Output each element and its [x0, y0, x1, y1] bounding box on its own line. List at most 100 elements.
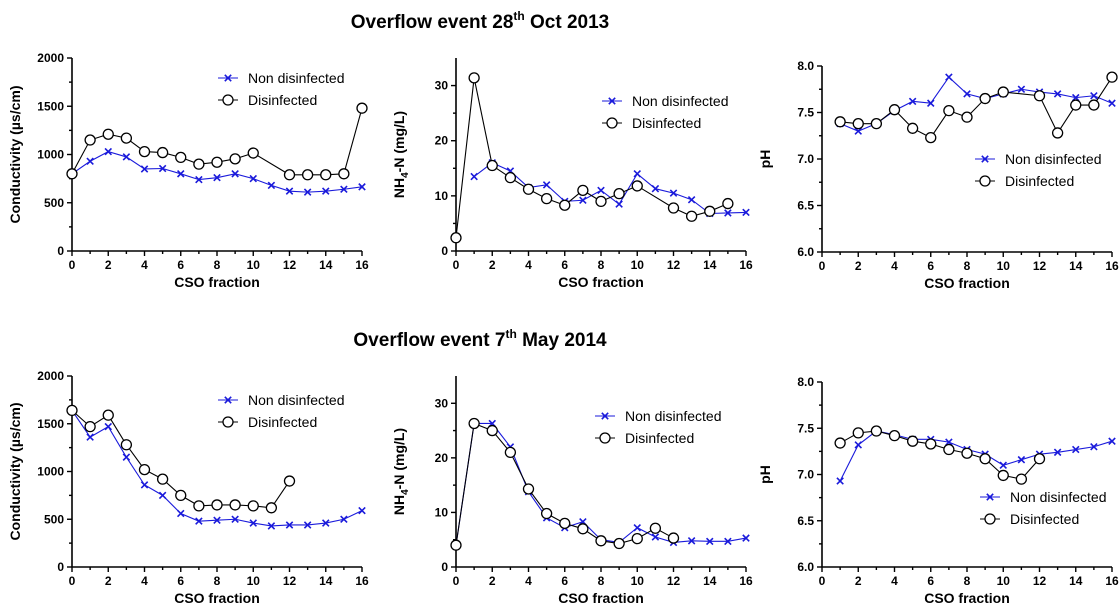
chart-panel-3: 0 2 4 6 8 10 12 14 16 6.0 6.5 7.0 7.5 8.0 CSO fraction… [757, 59, 1119, 291]
x-tick-label: 8 [598, 574, 605, 588]
y-tick-label: 6.5 [797, 514, 814, 528]
y-tick-label: 1000 [37, 465, 64, 479]
x-tick-label: 4 [141, 574, 148, 588]
data-point [687, 537, 696, 545]
data-point [104, 147, 113, 156]
data-point [631, 180, 643, 192]
data-point [504, 172, 517, 184]
legend-label: Disinfected [1010, 511, 1079, 527]
data-point [486, 424, 498, 437]
event-title-bottom: Overflow event 7th May 2014 [353, 327, 607, 351]
data-point [908, 97, 917, 106]
y-tick-label: 0 [441, 560, 448, 574]
data-point [156, 146, 169, 159]
data-point [265, 502, 278, 514]
x-tick-label: 0 [453, 574, 460, 588]
data-point [613, 188, 625, 200]
y-tick-label: 7.5 [797, 106, 814, 120]
data-point [285, 187, 294, 195]
data-point [906, 435, 919, 447]
data-point [247, 500, 259, 512]
data-point [1033, 90, 1046, 102]
data-point [669, 189, 678, 197]
x-tick-label: 14 [319, 258, 333, 272]
data-point [120, 132, 133, 144]
x-tick-label: 8 [598, 258, 605, 272]
data-point [249, 174, 258, 183]
series-disinfected [66, 404, 296, 514]
data-point [229, 499, 241, 511]
y-tick-label: 6.0 [797, 560, 814, 574]
data-point [66, 404, 78, 417]
data-point [283, 169, 296, 181]
x-tick-label: 8 [964, 574, 971, 588]
data-point [1033, 453, 1046, 465]
data-point [979, 453, 991, 465]
legend-marker [224, 396, 232, 404]
title-top-suffix: Oct 2013 [525, 12, 610, 33]
data-point [156, 473, 169, 485]
legend-label: Disinfected [1005, 173, 1074, 189]
x-tick-label: 10 [997, 574, 1011, 588]
data-point [722, 197, 734, 210]
data-point [925, 131, 937, 144]
x-tick-label: 0 [819, 574, 826, 588]
data-point [854, 127, 863, 135]
series-non-disinfected [68, 147, 366, 196]
y-tick-label: 30 [435, 396, 449, 410]
y-tick-label: 0 [57, 244, 64, 258]
data-point [320, 169, 332, 181]
legend: Non disinfected Disinfected [980, 489, 1107, 527]
data-point [667, 532, 680, 544]
legend-label: Disinfected [632, 115, 701, 131]
x-tick-label: 14 [703, 574, 717, 588]
legend-label: Disinfected [248, 414, 317, 430]
legend-marker [224, 74, 232, 82]
y-tick-label: 20 [435, 451, 449, 465]
data-point [943, 104, 955, 117]
data-point [213, 173, 221, 182]
data-point [997, 469, 1009, 482]
y-tick-label: 7.0 [797, 152, 814, 166]
x-tick-label: 6 [177, 258, 184, 272]
data-point [870, 118, 883, 130]
data-point [943, 443, 955, 456]
y-tick-label: 1000 [37, 148, 64, 162]
data-point [1071, 445, 1080, 454]
title-top-sup: th [513, 9, 524, 23]
legend-marker [599, 432, 611, 444]
data-point [122, 453, 131, 461]
x-tick-label: 14 [1069, 574, 1083, 588]
y-axis-title: NH4-N (mg/L) [391, 111, 411, 198]
data-point [1053, 90, 1062, 98]
data-point [926, 99, 935, 107]
data-point [450, 232, 462, 244]
y-tick-label: 10 [435, 505, 449, 519]
data-point [579, 196, 587, 205]
data-point [724, 537, 732, 546]
data-point [231, 515, 239, 524]
data-point [979, 92, 991, 105]
x-tick-label: 14 [703, 258, 717, 272]
x-tick-label: 2 [855, 259, 862, 273]
data-point [1053, 448, 1062, 457]
legend: Non disinfected Disinfected [218, 70, 345, 108]
data-point [486, 159, 498, 172]
y-tick-label: 8.0 [797, 375, 814, 389]
x-tick-label: 8 [214, 574, 221, 588]
x-tick-label: 6 [177, 574, 184, 588]
x-tick-label: 0 [69, 258, 76, 272]
data-point [102, 128, 114, 140]
data-point [597, 186, 605, 195]
x-tick-label: 6 [927, 574, 934, 588]
chart-panel-5: 0 2 4 6 8 10 12 14 16 0 10 20 30 CSO fraction NH4-N (m… [391, 376, 753, 606]
x-tick-label: 4 [141, 258, 148, 272]
data-point [854, 441, 863, 449]
data-point [834, 116, 846, 128]
data-point [158, 164, 167, 173]
y-tick-label: 8.0 [797, 59, 814, 73]
y-axis-title: Conductivity (µs/cm) [7, 86, 23, 224]
data-point [267, 181, 276, 190]
data-point [301, 169, 314, 181]
data-point [961, 111, 973, 123]
